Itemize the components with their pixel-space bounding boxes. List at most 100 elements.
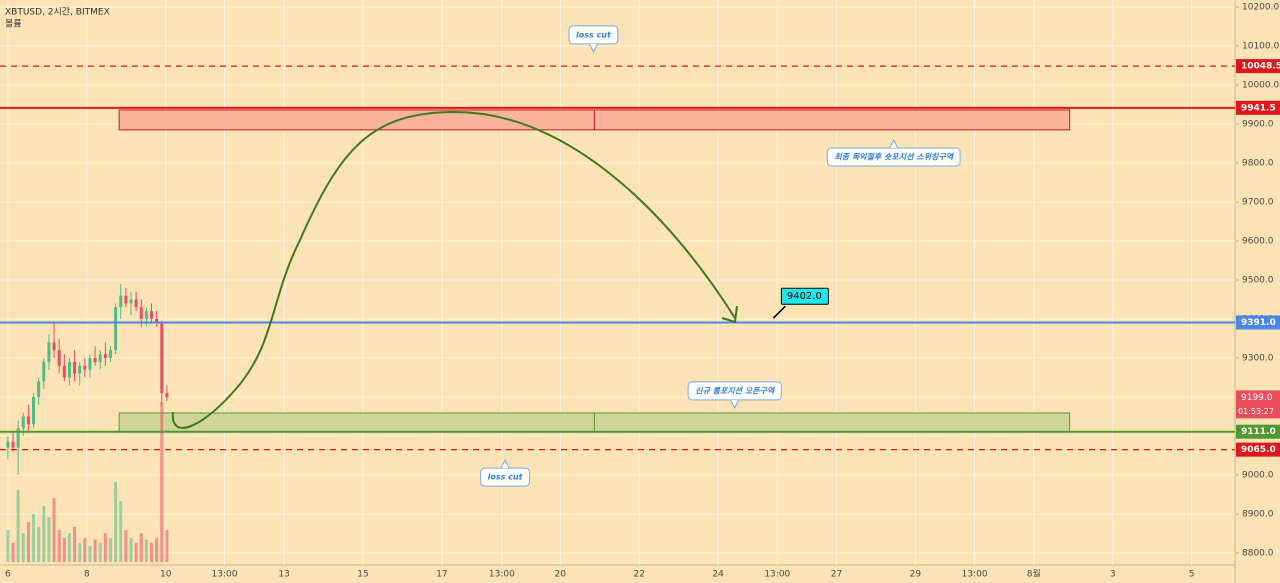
candle-body bbox=[150, 311, 154, 319]
countdown: 01:53:27 bbox=[1238, 407, 1274, 416]
x-tick-label: 8월 bbox=[1027, 568, 1041, 580]
volume-bar bbox=[78, 542, 82, 562]
volume-bar bbox=[129, 538, 133, 562]
candle-body bbox=[124, 295, 128, 304]
candle-body bbox=[155, 318, 159, 323]
callout-text: loss cut bbox=[576, 30, 612, 39]
volume-bar bbox=[73, 526, 77, 562]
x-tick-label: 8 bbox=[84, 570, 90, 580]
x-tick-label: 20 bbox=[555, 570, 567, 580]
volume-bar bbox=[103, 533, 107, 562]
callout-text: loss cut bbox=[488, 473, 524, 482]
x-tick-label: 13 bbox=[278, 570, 289, 580]
volume-bar bbox=[98, 542, 102, 562]
volume-bar bbox=[134, 542, 138, 562]
candle-body bbox=[160, 322, 164, 394]
callout-text: 신규 롱포지션 오픈구역 bbox=[695, 386, 776, 395]
level-label: 9065.0 bbox=[1241, 445, 1276, 455]
x-tick-label: 29 bbox=[910, 570, 922, 580]
volume-bar bbox=[144, 539, 148, 562]
x-tick-label: 13:00 bbox=[764, 570, 790, 580]
volume-bar bbox=[62, 538, 66, 562]
levels bbox=[0, 65, 1235, 451]
projection-arrowhead bbox=[721, 305, 738, 324]
callout: 최종 목익절후 숏포지션 스위칭구역 bbox=[826, 138, 961, 167]
volume-bar bbox=[160, 402, 164, 562]
volume bbox=[6, 402, 169, 562]
volume-bar bbox=[108, 538, 112, 562]
callout-pointer bbox=[730, 399, 740, 410]
volume-bar bbox=[6, 530, 10, 562]
candles bbox=[6, 283, 169, 475]
candle-body bbox=[165, 393, 169, 398]
y-tick-label: 8800.0 bbox=[1242, 548, 1274, 558]
level-label: 9941.5 bbox=[1241, 103, 1276, 113]
x-tick-label: 13:00 bbox=[489, 570, 515, 580]
y-tick-label: 9700.0 bbox=[1242, 198, 1274, 208]
y-tick-label: 9000.0 bbox=[1242, 470, 1274, 480]
y-tick-label: 10000.0 bbox=[1242, 81, 1279, 91]
x-tick-label: 13:00 bbox=[212, 570, 238, 580]
candle-body bbox=[144, 311, 148, 319]
volume-bar bbox=[11, 542, 15, 562]
volume-bar bbox=[119, 501, 123, 562]
volume-bar bbox=[52, 498, 56, 562]
callout-pointer bbox=[588, 43, 598, 53]
level-label: 10048.5 bbox=[1241, 62, 1280, 72]
volume-bar bbox=[57, 530, 61, 562]
y-tick-label: 9500.0 bbox=[1242, 275, 1274, 285]
volume-bar bbox=[16, 490, 20, 562]
candle-body bbox=[119, 295, 123, 308]
y-tick-label: 8900.0 bbox=[1242, 509, 1274, 519]
volume-bar bbox=[165, 530, 169, 562]
candle-body bbox=[47, 342, 51, 362]
y-tick-label: 10100.0 bbox=[1242, 42, 1279, 52]
volume-bar bbox=[150, 542, 154, 562]
projection-curve bbox=[171, 110, 736, 429]
candle-body bbox=[103, 354, 107, 358]
candle-body bbox=[32, 396, 36, 425]
candle-body bbox=[42, 361, 46, 382]
y-tick-label: 9300.0 bbox=[1242, 353, 1274, 363]
volume-bar bbox=[32, 514, 36, 562]
volume-bar bbox=[26, 522, 30, 562]
candle-body bbox=[57, 350, 61, 366]
volume-bar bbox=[114, 482, 118, 562]
candle-body bbox=[73, 361, 77, 374]
price-axis-bg bbox=[1235, 0, 1280, 583]
candle-body bbox=[83, 365, 87, 370]
callout-text: 최종 목익절후 숏포지션 스위칭구역 bbox=[834, 152, 954, 161]
last-price-label: 9199.0 bbox=[1241, 393, 1273, 403]
candle-body bbox=[26, 416, 30, 425]
x-tick-label: 10 bbox=[160, 570, 172, 580]
candle-body bbox=[129, 299, 133, 304]
volume-bar bbox=[37, 526, 41, 562]
price-note-label: 9402.0 bbox=[787, 291, 822, 302]
x-tick-label: 24 bbox=[712, 570, 724, 580]
candle-body bbox=[16, 428, 20, 448]
candle-body bbox=[134, 299, 138, 308]
volume-bar bbox=[42, 506, 46, 562]
candle-body bbox=[6, 441, 10, 448]
candle-body bbox=[98, 354, 102, 362]
axes: 8800.08900.09000.09100.09200.09300.09400… bbox=[5, 3, 1280, 580]
price-note-box bbox=[780, 287, 829, 305]
volume-bar bbox=[155, 538, 159, 562]
volume-bar bbox=[139, 533, 143, 562]
x-tick-label: 13:00 bbox=[962, 570, 988, 580]
candle-body bbox=[93, 357, 97, 362]
last-price-tag bbox=[1236, 390, 1280, 419]
volume-bar bbox=[93, 539, 97, 562]
volume-bar bbox=[88, 546, 92, 562]
x-tick-label: 6 bbox=[5, 570, 11, 580]
volume-label: 볼륨 bbox=[5, 19, 22, 30]
volume-bar bbox=[21, 533, 25, 562]
x-tick-label: 3 bbox=[1110, 570, 1116, 580]
volume-bar bbox=[67, 533, 71, 562]
level-tag bbox=[1236, 315, 1280, 330]
x-tick-label: 22 bbox=[633, 570, 644, 580]
level-tag bbox=[1236, 59, 1280, 74]
